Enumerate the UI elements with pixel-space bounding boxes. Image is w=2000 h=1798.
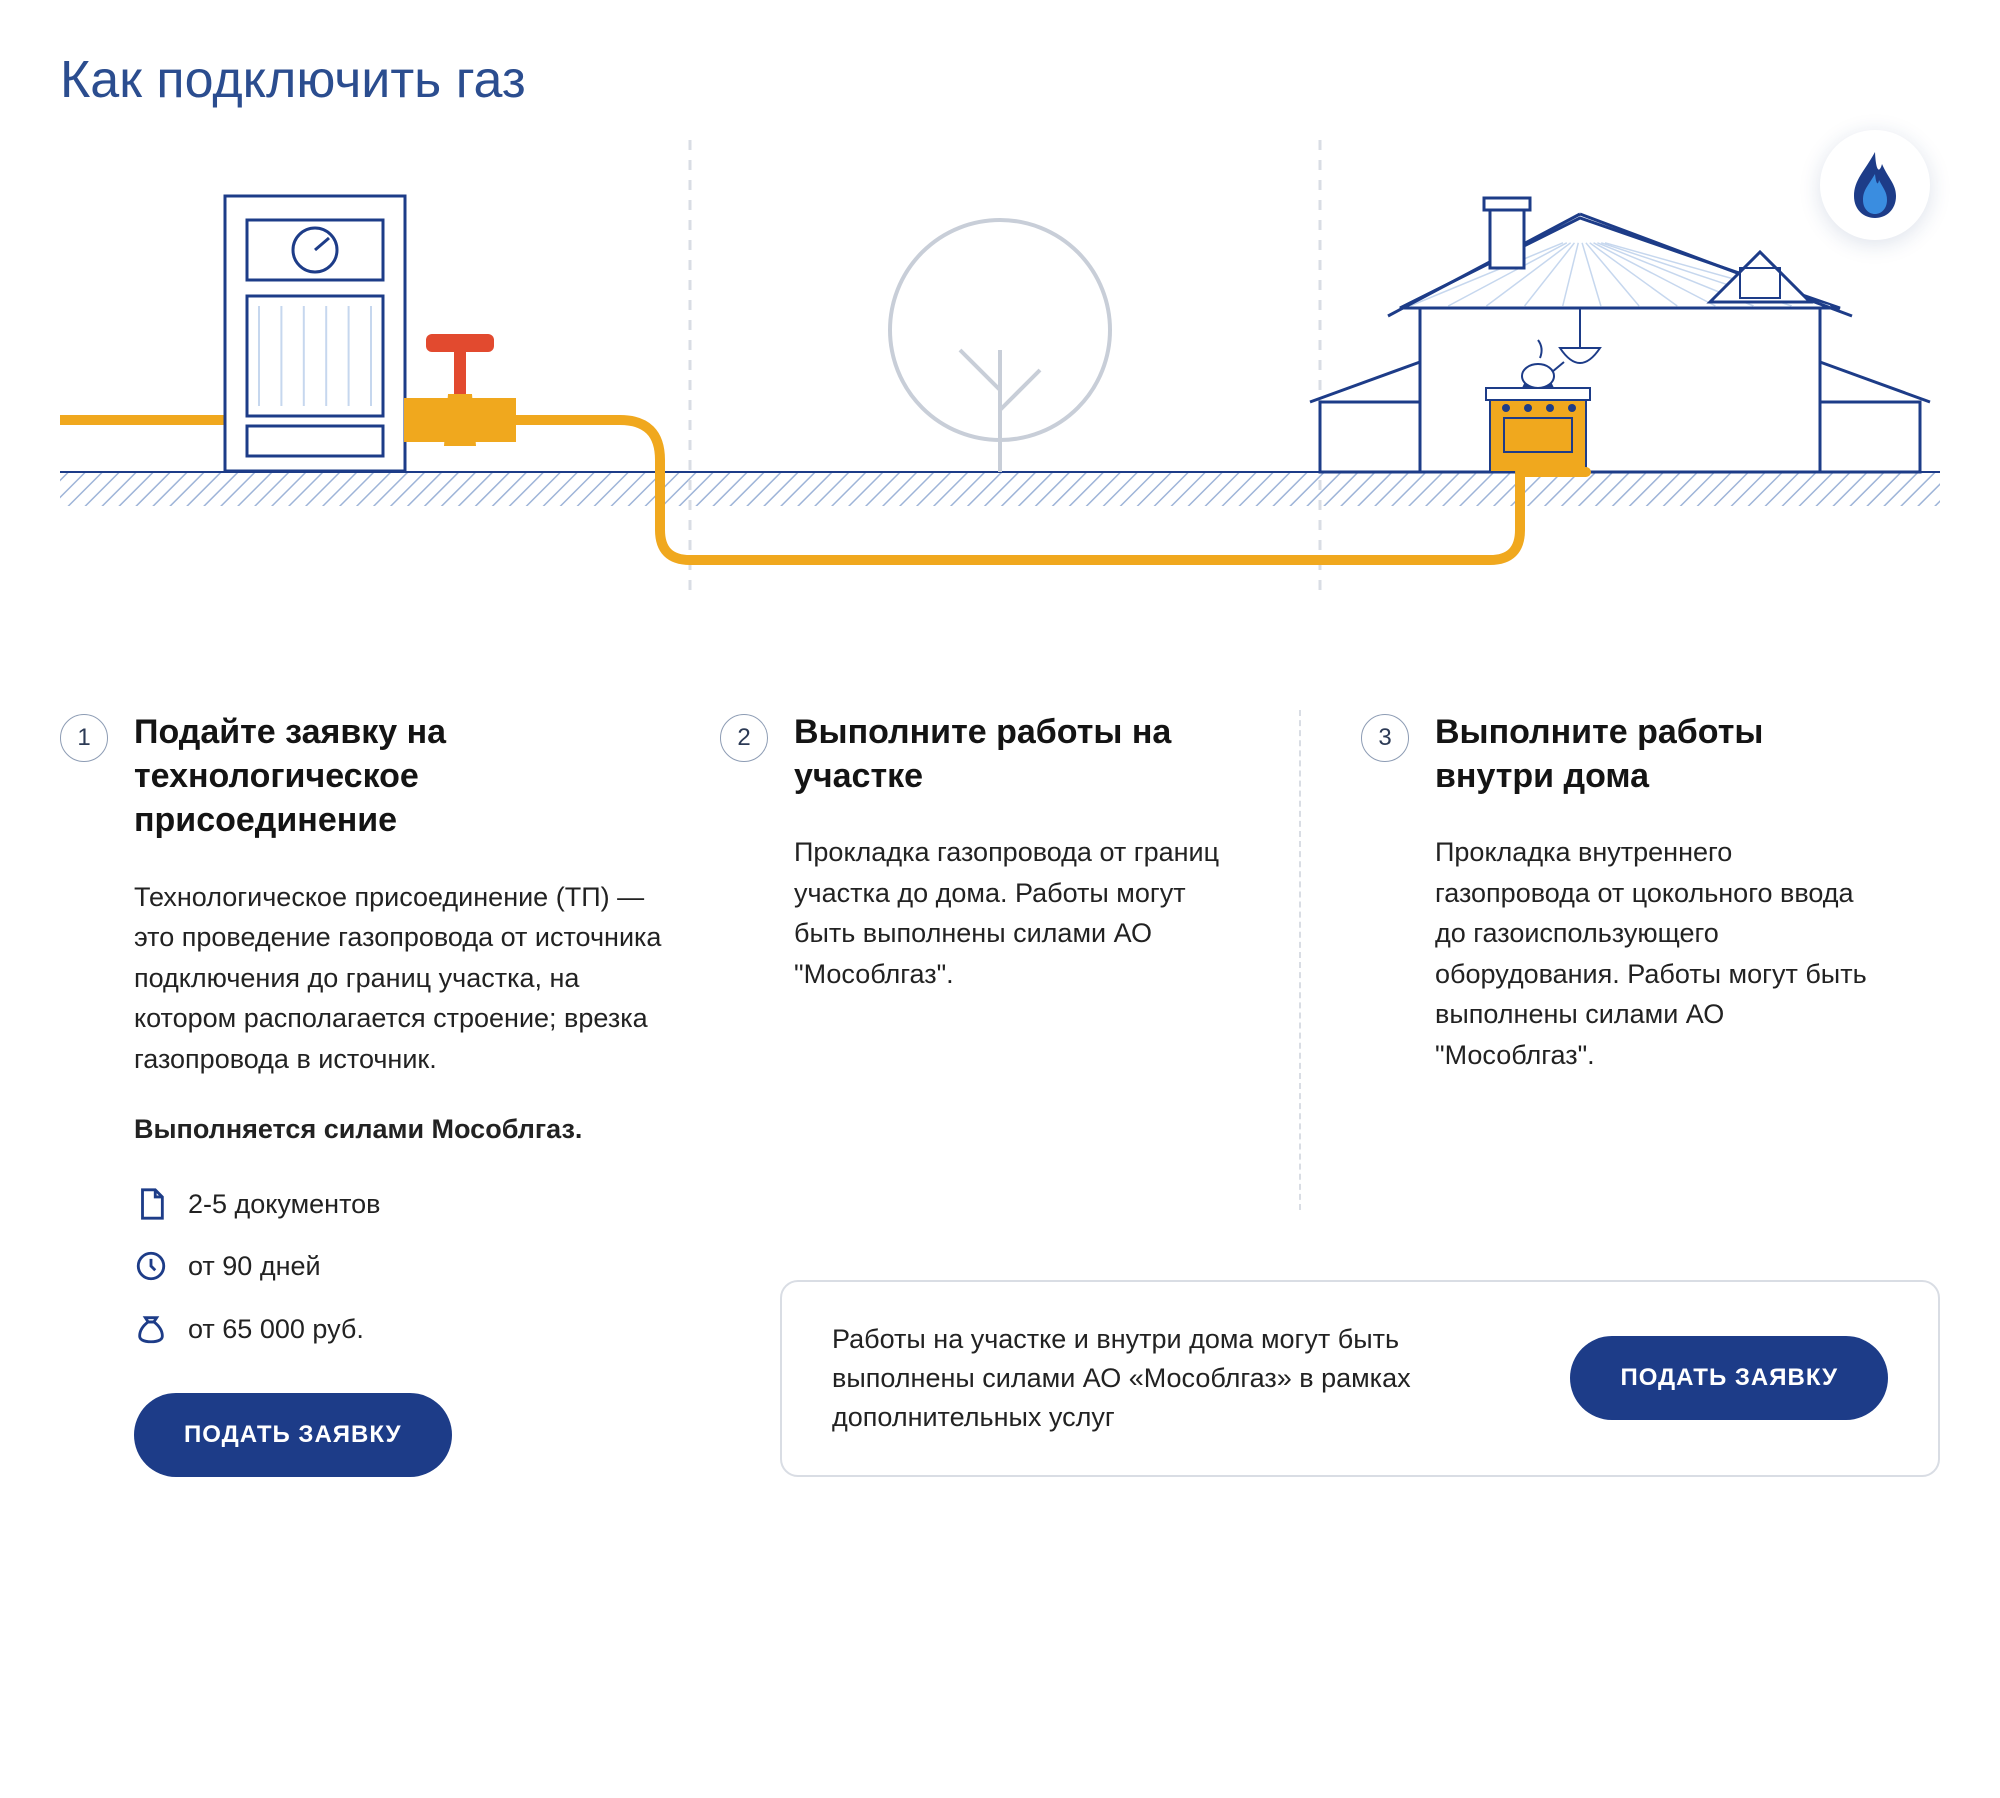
connection-diagram <box>60 140 1940 600</box>
step-number: 1 <box>60 714 108 762</box>
step-title: Выполните работы на участке <box>794 710 1249 798</box>
steps-row: 1 Подайте заявку на технологическое прис… <box>60 710 1940 1477</box>
step-desc: Прокладка газопровода от границ участка … <box>794 832 1249 994</box>
step-3: 3 Выполните работы внутри дома Прокладка… <box>1299 710 1940 1210</box>
apply-button-step1[interactable]: ПОДАТЬ ЗАЯВКУ <box>134 1393 452 1477</box>
page-title: Как подключить газ <box>60 50 1940 110</box>
step-desc: Технологическое присоединение (ТП) — это… <box>134 877 670 1080</box>
step-number: 2 <box>720 714 768 762</box>
step-1: 1 Подайте заявку на технологическое прис… <box>60 710 720 1477</box>
flame-badge[interactable] <box>1820 130 1930 240</box>
flame-icon <box>1846 150 1904 220</box>
info-list: 2-5 документов от 90 дней от 65 000 руб. <box>134 1184 670 1350</box>
clock-icon <box>134 1249 168 1283</box>
step-strong: Выполняется силами Мособлгаз. <box>134 1109 670 1150</box>
step-title: Выполните работы внутри дома <box>1435 710 1890 798</box>
info-documents: 2-5 документов <box>134 1184 670 1225</box>
info-duration: от 90 дней <box>134 1246 670 1287</box>
step-number: 3 <box>1361 714 1409 762</box>
step-2: 2 Выполните работы на участке Прокладка … <box>720 710 1299 1210</box>
step-title: Подайте заявку на технологическое присое… <box>134 710 670 843</box>
combined-text: Работы на участке и внутри дома могут бы… <box>832 1320 1520 1437</box>
money-bag-icon <box>134 1312 168 1346</box>
step-desc: Прокладка внутреннего газопровода от цок… <box>1435 832 1890 1075</box>
apply-button-combined[interactable]: ПОДАТЬ ЗАЯВКУ <box>1570 1336 1888 1420</box>
document-icon <box>134 1187 168 1221</box>
combined-apply-box: Работы на участке и внутри дома могут бы… <box>780 1280 1940 1477</box>
info-cost: от 65 000 руб. <box>134 1309 670 1350</box>
